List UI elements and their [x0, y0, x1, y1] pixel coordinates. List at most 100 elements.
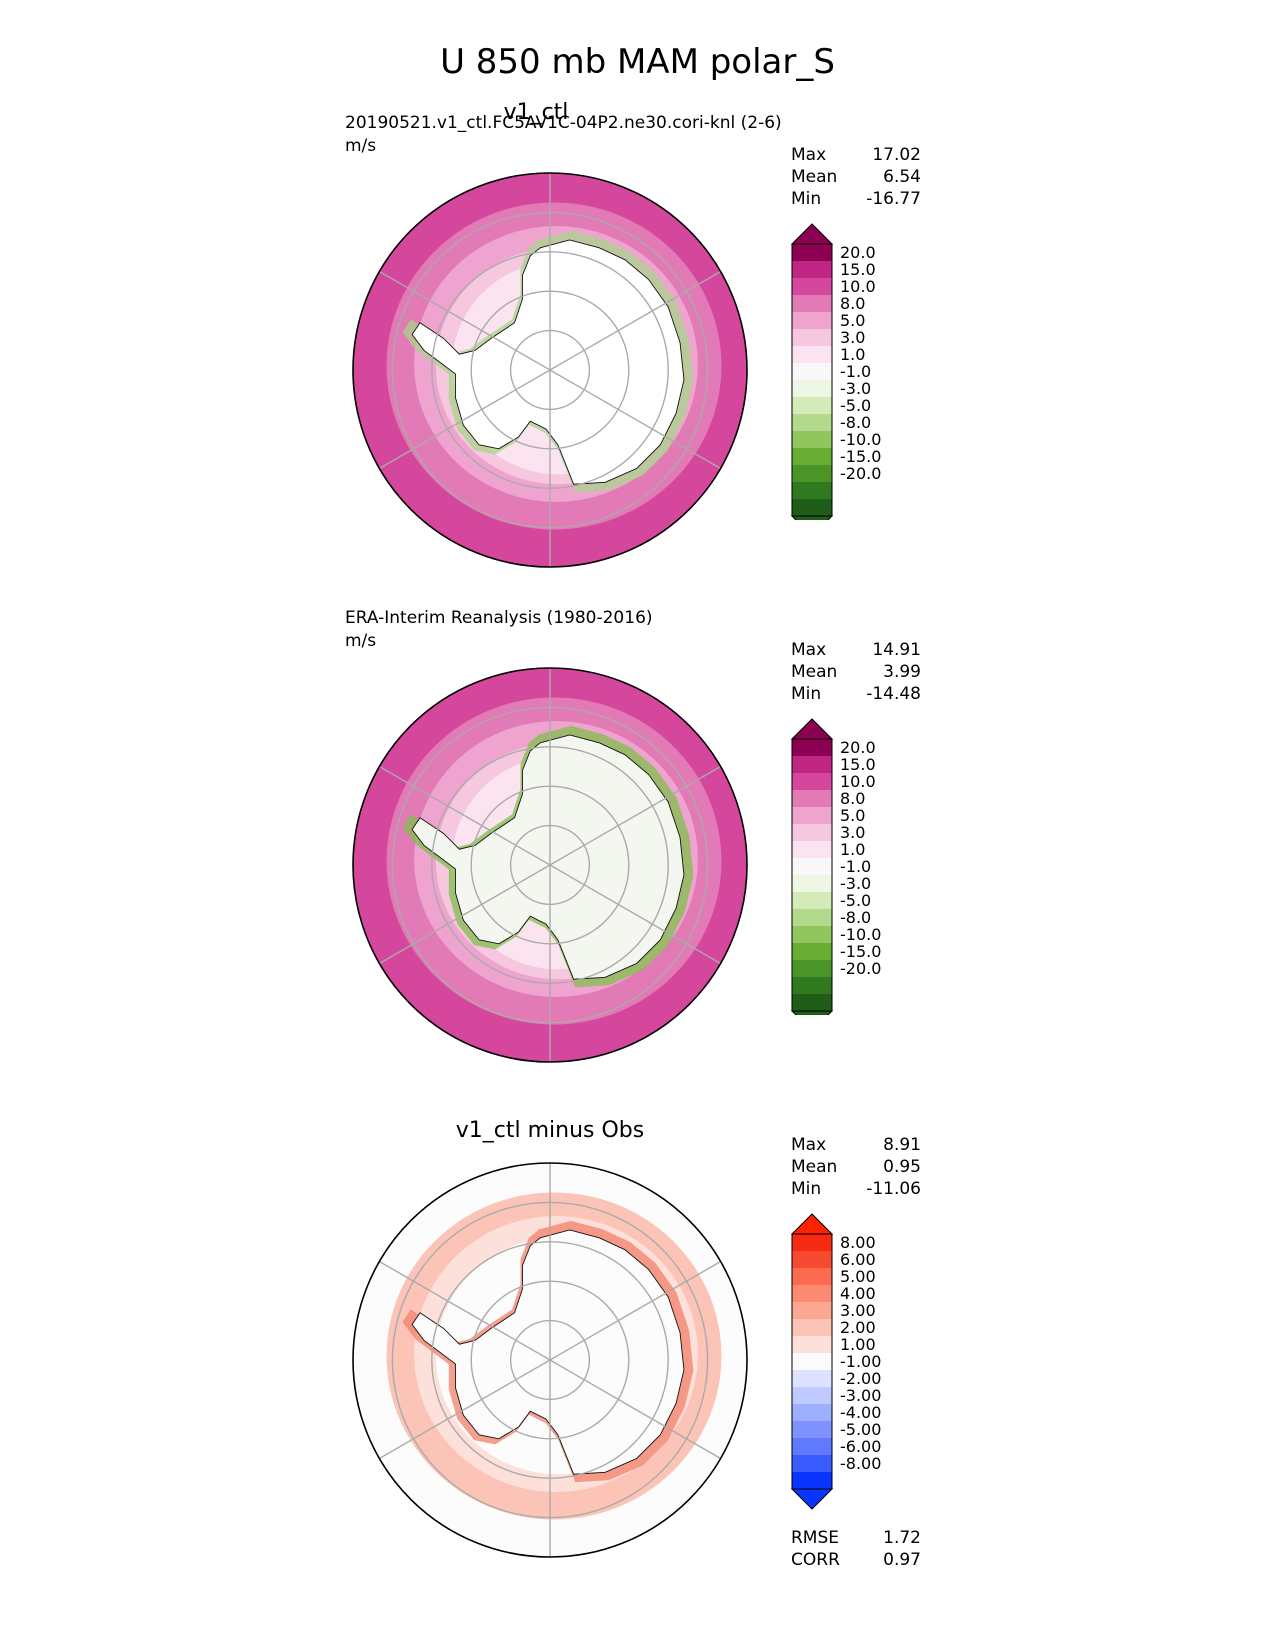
- colorbar-segment: [792, 499, 832, 516]
- map-boundary: [352, 667, 748, 1063]
- colorbar-tick-label: -8.0: [840, 908, 872, 927]
- stat-key: Mean: [791, 662, 838, 682]
- colorbar-frame: [791, 243, 833, 517]
- colorbar-segment: [792, 1472, 832, 1489]
- meridian-line: [583, 1379, 721, 1460]
- panel-1-colorbar: [790, 223, 834, 520]
- colorbar-segment: [792, 1370, 832, 1387]
- stat-key: RMSE: [791, 1528, 840, 1548]
- colorbar-segment: [792, 1285, 832, 1302]
- colorbar-tick-label: 8.0: [840, 294, 866, 313]
- colorbar-segment: [792, 739, 832, 756]
- colorbar-segment: [792, 329, 832, 346]
- colorbar-segment: [792, 1404, 832, 1421]
- colorbar-tick-label: -6.00: [840, 1437, 882, 1456]
- panel-3-colorbar: [790, 1213, 834, 1510]
- panel-3-error-rmse: RMSE 1.72: [791, 1528, 921, 1550]
- colorbar-segment: [792, 790, 832, 807]
- stat-value: 8.91: [883, 1135, 921, 1155]
- colorbar-tick-label: 1.0: [840, 840, 866, 859]
- colorbar-tick-label: 8.00: [840, 1233, 876, 1252]
- colorbar-tick-label: 20.0: [840, 243, 876, 262]
- panel-1-subtitle: 20190521.v1_ctl.FC5AV1C-04P2.ne30.cori-k…: [345, 113, 782, 133]
- colorbar-segment: [792, 756, 832, 773]
- colorbar-over-arrow: [790, 223, 834, 245]
- colorbar-segment: [792, 1353, 832, 1370]
- stat-key: Max: [791, 640, 827, 660]
- panel-2-polar-map: [352, 667, 748, 1063]
- colorbar-over-arrow: [790, 1213, 834, 1235]
- colorbar-segment: [792, 824, 832, 841]
- meridian-line: [515, 864, 551, 886]
- colorbar-segment: [792, 397, 832, 414]
- colorbar-tick-label: -1.0: [840, 857, 872, 876]
- stat-key: Min: [791, 1179, 822, 1199]
- stat-value: 14.91: [872, 640, 921, 660]
- panel-3-stat-mean: Mean 0.95: [791, 1157, 921, 1179]
- stat-key: Max: [791, 1135, 827, 1155]
- stat-value: -16.77: [866, 189, 921, 209]
- colorbar-segment: [792, 1336, 832, 1353]
- colorbar-under-arrow: [790, 1488, 834, 1510]
- colorbar-segment: [792, 1234, 832, 1251]
- meridian-line: [379, 1260, 517, 1341]
- colorbar-segment: [792, 244, 832, 261]
- stat-value: 6.54: [883, 167, 921, 187]
- meridian-line: [583, 389, 721, 470]
- meridian-line: [549, 349, 585, 371]
- stat-key: CORR: [791, 1550, 840, 1570]
- colorbar-under-arrow: [790, 1010, 834, 1015]
- panel-3-polar-map: [352, 1162, 748, 1558]
- colorbar-tick-label: 15.0: [840, 755, 876, 774]
- colorbar-tick-label: -20.0: [840, 464, 882, 483]
- colorbar-under-arrow: [790, 515, 834, 520]
- colorbar-tick-label: -8.00: [840, 1454, 882, 1473]
- colorbar-tick-label: -5.00: [840, 1420, 882, 1439]
- antarctica-coastline: [411, 239, 685, 485]
- meridian-line: [549, 369, 585, 391]
- colorbar-segment: [792, 1421, 832, 1438]
- colorbar-segment: [792, 1438, 832, 1455]
- panel-1-stat-min: Min -16.77: [791, 189, 921, 211]
- colorbar-segment: [792, 926, 832, 943]
- panel-2-units: m/s: [345, 631, 377, 651]
- figure-title: U 850 mb MAM polar_S: [440, 42, 835, 82]
- colorbar-segment: [792, 892, 832, 909]
- map-boundary: [352, 172, 748, 568]
- antarctica-landmass: [412, 239, 684, 485]
- meridian-line: [549, 1339, 585, 1361]
- colorbar-tick-label: 2.00: [840, 1318, 876, 1337]
- colorbar-tick-label: -10.0: [840, 430, 882, 449]
- colorbar-segment: [792, 278, 832, 295]
- colorbar-segment: [792, 1268, 832, 1285]
- colorbar-segment: [792, 1319, 832, 1336]
- colorbar-segment: [792, 312, 832, 329]
- colorbar-tick-label: -15.0: [840, 942, 882, 961]
- panel-2-stat-mean: Mean 3.99: [791, 662, 921, 684]
- colorbar-tick-label: 10.0: [840, 772, 876, 791]
- meridian-line: [515, 844, 551, 866]
- colorbar-segment: [792, 295, 832, 312]
- colorbar-segment: [792, 1387, 832, 1404]
- colorbar-segment: [792, 807, 832, 824]
- colorbar-segment: [792, 363, 832, 380]
- colorbar-segment: [792, 448, 832, 465]
- colorbar-tick-label: 8.0: [840, 789, 866, 808]
- colorbar-tick-label: 5.0: [840, 311, 866, 330]
- meridian-line: [379, 884, 517, 965]
- meridian-line: [515, 369, 551, 391]
- antarctica-landmass: [412, 1229, 684, 1475]
- colorbar-segment: [792, 841, 832, 858]
- stat-value: 0.97: [883, 1550, 921, 1570]
- stat-value: 3.99: [883, 662, 921, 682]
- colorbar-tick-label: 1.00: [840, 1335, 876, 1354]
- antarctica-coastline: [411, 734, 685, 980]
- stat-key: Mean: [791, 1157, 838, 1177]
- meridian-line: [583, 1260, 721, 1341]
- colorbar-segment: [792, 465, 832, 482]
- colorbar-tick-label: -5.0: [840, 891, 872, 910]
- antarctica-coastline: [411, 1229, 685, 1475]
- colorbar-tick-label: -8.0: [840, 413, 872, 432]
- colorbar-tick-label: -10.0: [840, 925, 882, 944]
- colorbar-tick-label: -1.0: [840, 362, 872, 381]
